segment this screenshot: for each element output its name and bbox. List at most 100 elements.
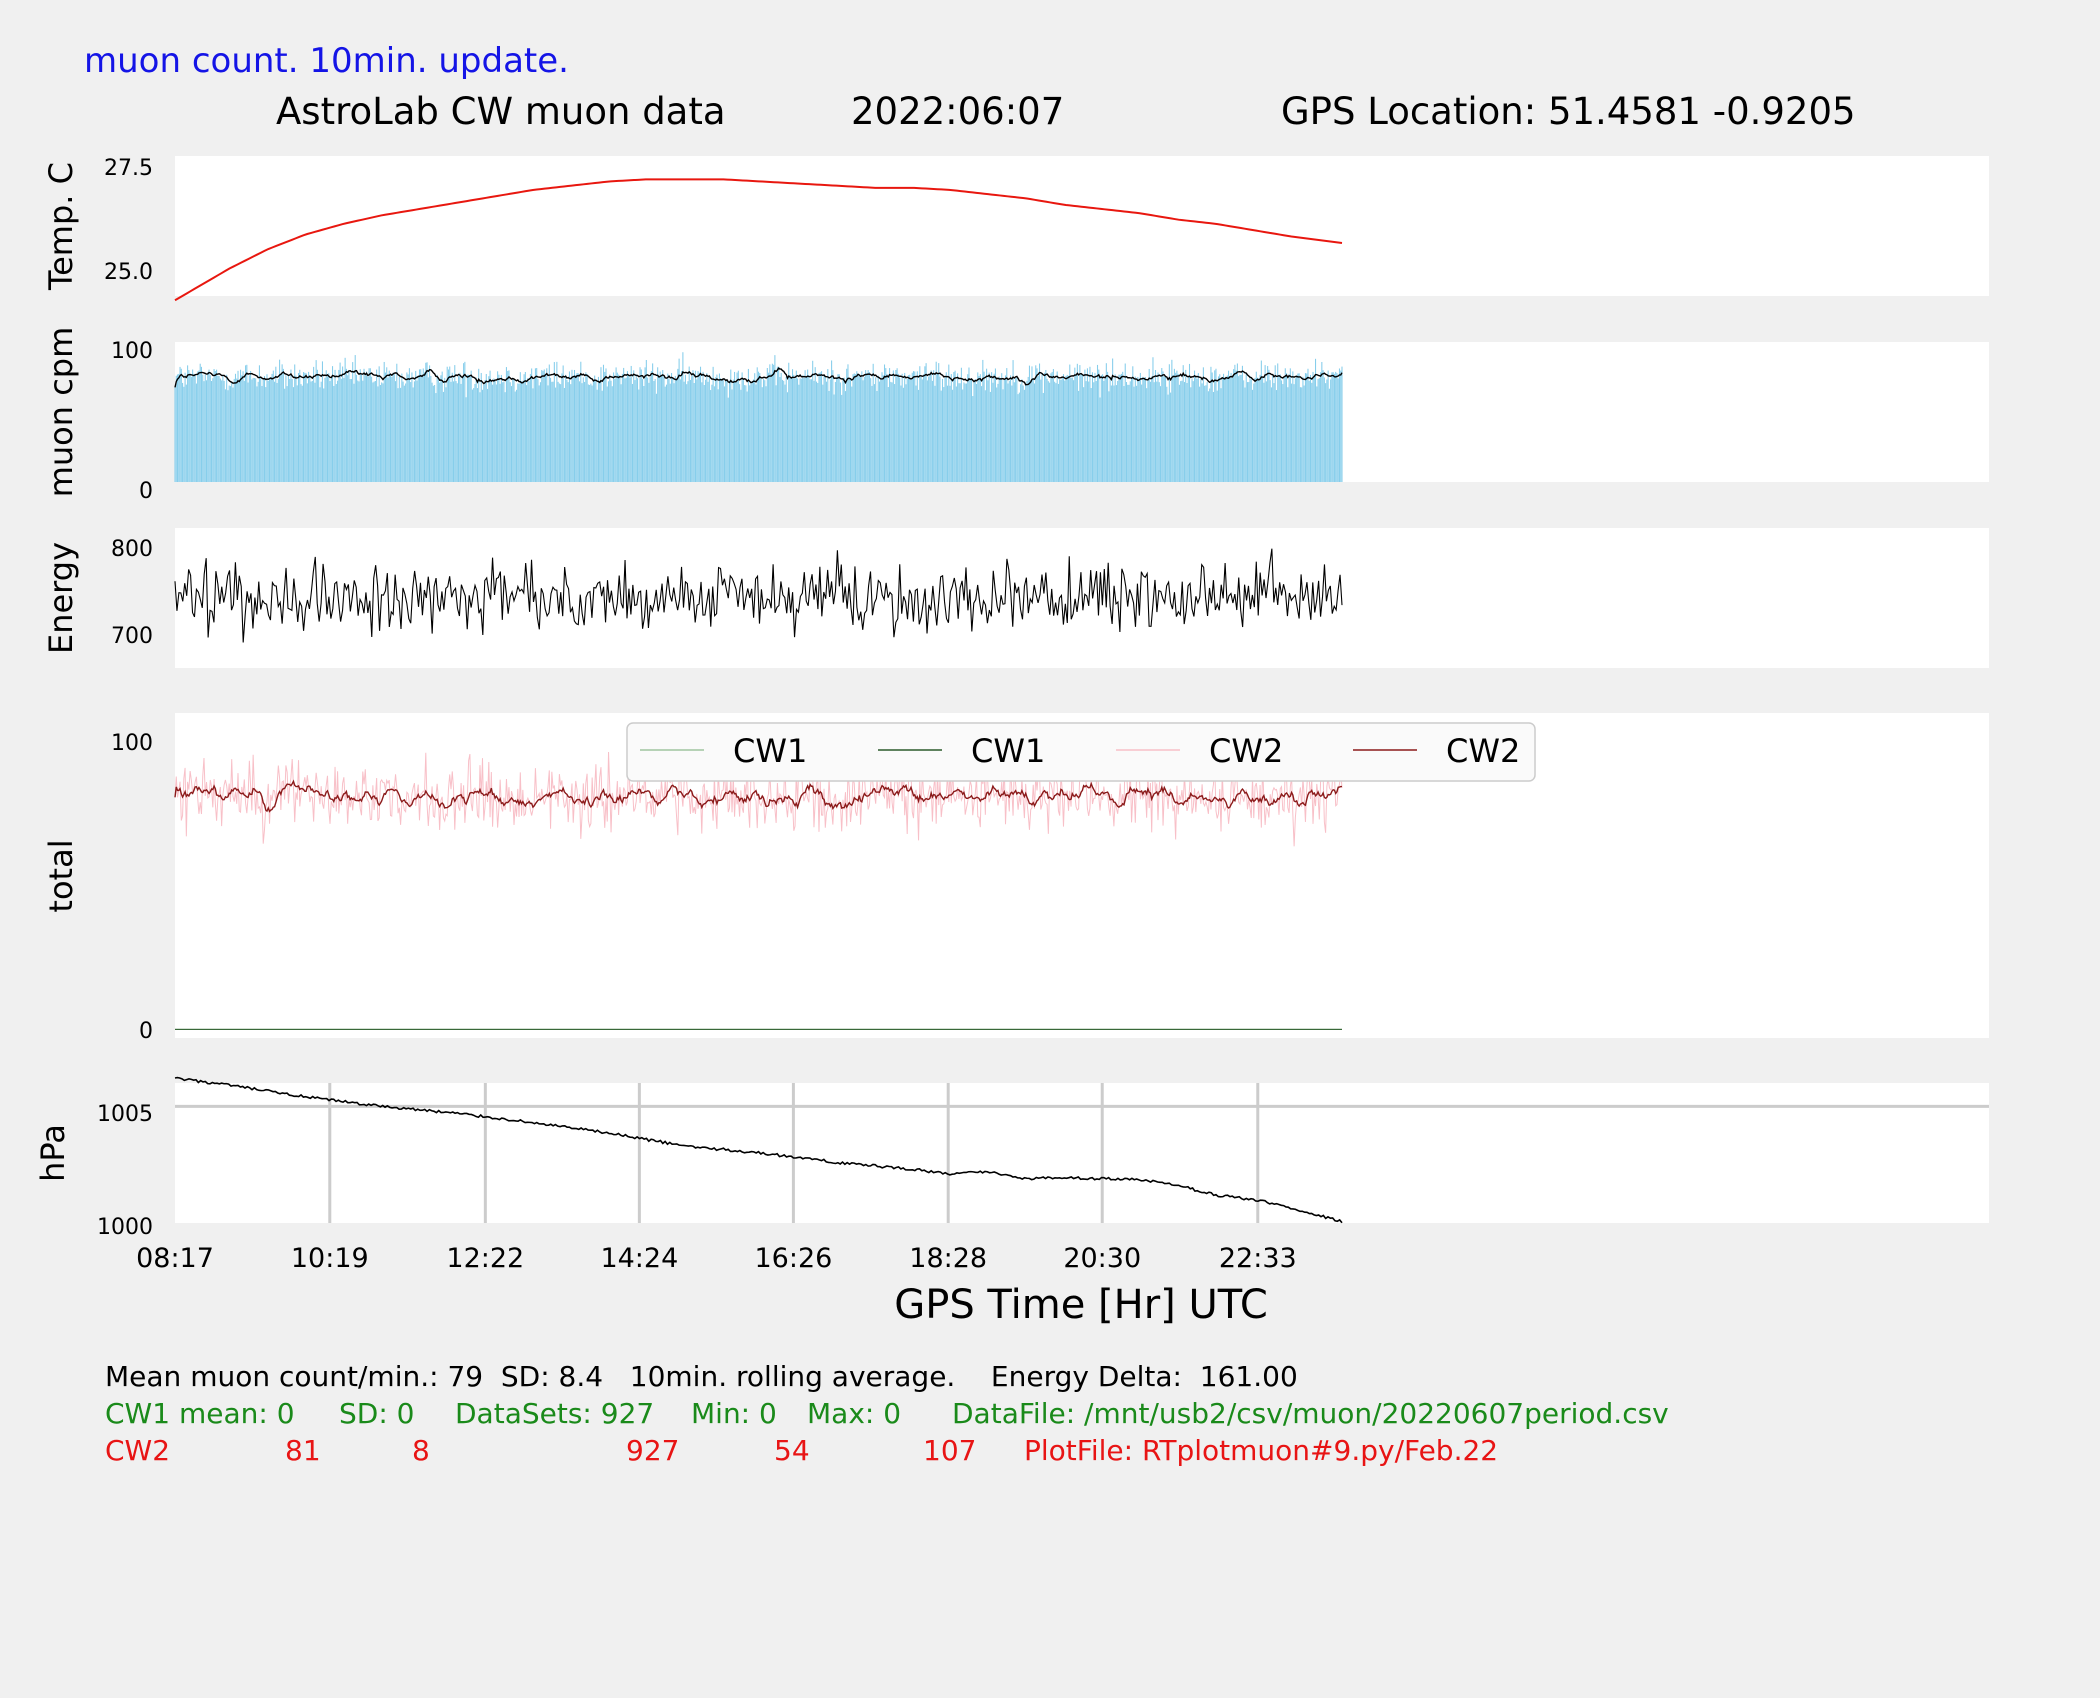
muon-bar <box>330 378 332 482</box>
muon-bar <box>442 391 444 482</box>
muon-bar <box>979 374 981 482</box>
muon-bar <box>1240 374 1242 482</box>
muon-bar <box>234 373 237 482</box>
muon-bar <box>875 377 877 482</box>
muon-bar <box>1035 365 1037 482</box>
muon-bar <box>756 367 758 482</box>
muon-bar <box>552 381 554 482</box>
muon-bar <box>1202 367 1204 482</box>
muon-bar <box>195 383 197 482</box>
muon-bar <box>350 379 352 482</box>
muon-bar <box>454 365 456 482</box>
muon-bar <box>975 383 978 482</box>
muon-bar <box>1321 361 1323 482</box>
muon-bar <box>174 387 176 482</box>
muon-bar <box>746 391 748 482</box>
muon-bar <box>471 389 473 482</box>
muon-bar <box>1153 382 1155 482</box>
muon-bar <box>452 381 455 482</box>
muon-bar <box>1267 366 1269 482</box>
muon-bar <box>1299 387 1301 482</box>
muon-bar <box>1245 373 1247 482</box>
muon-bar <box>1211 372 1213 482</box>
temp-ytick-low: 25.0 <box>104 260 153 285</box>
muon-bar <box>366 371 368 482</box>
muon-bar <box>1258 378 1260 482</box>
muon-bar <box>248 375 250 482</box>
total-series <box>174 752 1343 1030</box>
muon-bar <box>1085 381 1087 482</box>
muon-bar <box>494 381 496 482</box>
muon-bar <box>948 364 950 482</box>
cw2-mean: 81 <box>285 1434 321 1467</box>
total-ytick-high: 100 <box>111 731 153 756</box>
muon-bar <box>1325 383 1327 482</box>
muon-bar <box>605 368 607 482</box>
muon-bar <box>803 377 805 482</box>
muon-bar <box>425 362 427 482</box>
muon-bar <box>290 369 292 482</box>
muon-bar <box>1074 367 1076 482</box>
muon-bar <box>268 378 271 482</box>
muon-bar <box>737 370 739 482</box>
muon-bar <box>396 363 398 482</box>
muon-bar <box>853 373 855 482</box>
muon-bar <box>987 380 989 482</box>
muon-bar <box>1280 380 1283 482</box>
muon-bar <box>1023 389 1025 482</box>
muon-bar <box>855 374 857 482</box>
muon-bar <box>686 384 688 482</box>
muon-bar <box>839 382 841 482</box>
muon-bar <box>960 367 962 482</box>
muon-bar <box>1196 378 1198 482</box>
muon-bar <box>886 374 888 482</box>
muon-bar <box>820 371 823 482</box>
muon-bar <box>422 368 424 482</box>
muon-bar <box>732 379 734 482</box>
muon-bar <box>723 386 726 482</box>
muon-bar <box>175 375 177 482</box>
x-tick-label: 08:17 <box>136 1243 214 1274</box>
muon-bar <box>1287 387 1289 482</box>
x-tick-label: 12:22 <box>446 1243 524 1274</box>
muon-bar <box>895 370 897 482</box>
muon-bar <box>413 381 415 482</box>
muon-bar <box>1098 369 1100 482</box>
muon-bar <box>517 383 519 482</box>
muon-bar <box>261 385 263 482</box>
muon-bar <box>982 359 984 482</box>
x-axis-label: GPS Time [Hr] UTC <box>894 1282 1268 1328</box>
muon-bar <box>1272 375 1274 482</box>
muon-bar <box>807 369 809 482</box>
muon-bar <box>373 381 375 482</box>
muon-bar <box>500 374 502 482</box>
muon-bar <box>894 384 896 482</box>
temperature-line <box>174 178 1343 302</box>
muon-bar <box>1080 373 1082 482</box>
muon-bar <box>833 394 835 482</box>
muon-bar <box>480 372 482 482</box>
muon-bar <box>379 385 381 482</box>
muon-bar <box>437 379 439 482</box>
muon-ytick-high: 100 <box>111 339 153 364</box>
muon-bar <box>901 373 903 482</box>
muon-bar <box>939 376 941 482</box>
muon-bar <box>684 374 686 482</box>
muon-bar <box>1090 388 1092 482</box>
muon-bar <box>1141 384 1143 482</box>
muon-bar <box>1311 382 1313 482</box>
muon-bar <box>747 368 749 482</box>
muon-bar <box>994 368 996 482</box>
muon-bar <box>1312 371 1314 482</box>
muon-bar <box>421 374 423 482</box>
muon-bar <box>266 374 268 482</box>
muon-bar <box>587 384 589 482</box>
muon-bar <box>1122 371 1124 482</box>
muon-bar <box>1115 385 1117 482</box>
muon-bar <box>182 382 184 482</box>
muon-bar <box>977 372 979 482</box>
muon-bar <box>315 360 317 482</box>
muon-bar <box>938 363 940 482</box>
muon-bar <box>1076 363 1078 482</box>
chart-title: AstroLab CW muon data <box>276 90 726 133</box>
